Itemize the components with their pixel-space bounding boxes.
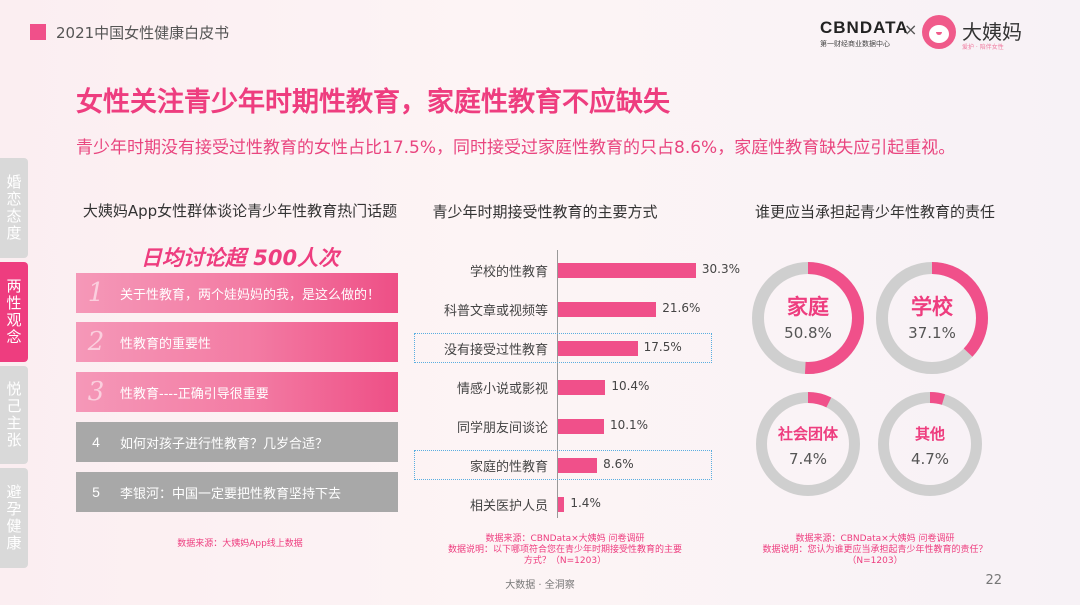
bar-row: 家庭的性教育 8.6% [420,454,750,476]
donut-value: 7.4% [788,450,828,468]
topic-text: 关于性教育，两个娃妈妈的我，是这么做的！ [120,287,381,303]
cbndata-logo: CBNDATA [820,18,909,37]
chart-title: 青少年时期接受性教育的主要方式 [432,203,658,221]
bar-category-label: 相关医护人员 [469,499,548,514]
topics-source: 数据来源：大姨妈App线上数据 [177,539,303,549]
bar-row: 相关医护人员 1.4% [420,493,750,515]
bar [558,497,565,512]
bar [558,302,657,317]
donut-label: 家庭 [787,295,829,319]
page-title: 女性关注青少年时期性教育，家庭性教育不应缺失 [76,87,670,118]
bar-row: 同学朋友间谈论 10.1% [420,415,750,437]
responsibility-source-line: 数据来源：CBNData×大姨妈 问卷调研 [795,534,955,544]
topic-number: 5 [92,484,100,500]
dayima-logo: 大姨妈 [962,20,1022,44]
topic-number: 3 [87,377,105,407]
topic-text: 性教育的重要性 [120,336,212,352]
side-tab-self-care[interactable]: 悦己主张 [0,366,28,464]
donut-label: 社会团体 [777,425,838,443]
responsibility-source-line: （N=1203） [847,556,903,566]
bar-category-label: 没有接受过性教育 [443,343,548,358]
donut-chart: 其他 4.7% [878,392,982,496]
responsibility-heading: 谁更应当承担起青少年性教育的责任 [754,203,995,221]
bar-row: 情感小说或影视 10.4% [420,376,750,398]
topic-item: 2 性教育的重要性 [76,322,398,362]
header-marker [30,24,46,40]
bar-category-label: 同学朋友间谈论 [456,421,548,436]
topics-heading: 大姨妈App女性群体谈论青少年性教育热门话题 [82,202,398,220]
donut-track [878,392,982,496]
bar-value-label: 21.6% [662,301,701,315]
donut-chart: 学校 37.1% [876,262,988,374]
bar-value-label: 30.3% [701,262,740,276]
donut-ring [876,262,988,374]
bar [558,263,696,278]
page-number: 22 [985,573,1002,588]
page-subtitle: 青少年时期没有接受过性教育的女性占比17.5%，同时接受过家庭性教育的只占8.6… [76,138,956,158]
donut-segment [878,392,982,496]
bar-category-label: 科普文章或视频等 [443,304,548,319]
bar-row: 科普文章或视频等 21.6% [420,298,750,320]
chart-source-line: 数据说明：以下哪项符合您在青少年时期接受性教育的主要 [447,545,682,555]
donut-value: 37.1% [908,324,956,342]
donut-value: 50.8% [784,324,832,342]
side-tab-marriage[interactable]: 婚恋态度 [0,158,28,258]
chart-source-line: 数据来源：CBNData×大姨妈 问卷调研 [485,534,645,544]
topic-text: 性教育----正确引导很重要 [120,386,269,402]
donut-label: 其他 [914,425,945,443]
highlight-box [414,333,712,363]
donut-chart: 家庭 50.8% [752,262,864,374]
report-title: 2021中国女性健康白皮书 [56,24,230,42]
bar-value-label: 10.1% [609,418,649,432]
responsibility-source-line: 数据说明：您认为谁更应当承担起青少年性教育的责任？ [762,545,988,555]
bar-value-label: 8.6% [603,457,634,471]
topic-number: 1 [87,278,105,308]
dayima-logo-subtitle: 爱护 · 陪伴女性 [962,44,1004,51]
chart-source: 数据来源：CBNData×大姨妈 问卷调研 数据说明：以下哪项符合您在青少年时期… [420,534,710,567]
topic-text: 李银河：中国一定要把性教育坚持下去 [120,486,342,502]
responsibility-source: 数据来源：CBNData×大姨妈 问卷调研 数据说明：您认为谁更应当承担起青少年… [730,534,1020,567]
dayima-face-icon [922,15,956,49]
donut-segment [752,262,864,374]
donut-segment [756,392,860,496]
logo-cross: × [904,20,918,39]
topic-item: 3 性教育----正确引导很重要 [76,372,398,412]
bar-value-label: 10.4% [611,379,650,393]
side-tab-gender-views[interactable]: 两性观念 [0,262,28,362]
topics-highlight: 日均讨论超 500人次 [140,246,340,270]
donut-ring [752,262,864,374]
footer-tagline: 大数据 · 全洞察 [505,580,575,591]
highlight-box [414,450,712,480]
topic-item: 4 如何对孩子进行性教育？几岁合适？ [76,422,398,462]
bar-value-label: 17.5% [643,340,682,354]
bar [558,380,606,395]
donut-track [756,392,860,496]
donut-ring [756,392,860,496]
chart-source-line: 方式？（N=1203） [523,556,607,566]
bar-row: 学校的性教育 30.3% [420,259,750,281]
bar [558,419,604,434]
bar-value-label: 1.4% [570,496,601,510]
chart-axis [557,250,558,518]
topic-number: 4 [92,434,100,450]
topic-text: 如何对孩子进行性教育？几岁合适？ [120,436,329,452]
bar [558,341,638,356]
topic-item: 5 李银河：中国一定要把性教育坚持下去 [76,472,398,512]
bar-category-label: 家庭的性教育 [469,460,548,475]
donut-label: 学校 [911,295,953,319]
donut-ring [878,392,982,496]
bar-category-label: 学校的性教育 [469,265,548,280]
bar-category-label: 情感小说或影视 [456,382,548,397]
donut-chart: 社会团体 7.4% [756,392,860,496]
donut-segment [876,262,988,374]
topic-item: 1 关于性教育，两个娃妈妈的我，是这么做的！ [76,273,398,313]
bar [558,458,598,473]
logo-area: CBNDATA 第一财经商业数据中心 × 大姨妈 爱护 · 陪伴女性 [810,12,1040,52]
side-tab-contraception[interactable]: 避孕健康 [0,468,28,568]
donut-value: 4.7% [910,450,950,468]
cbndata-logo-subtitle: 第一财经商业数据中心 [820,40,890,48]
topic-number: 2 [87,327,105,357]
bar-row: 没有接受过性教育 17.5% [420,337,750,359]
